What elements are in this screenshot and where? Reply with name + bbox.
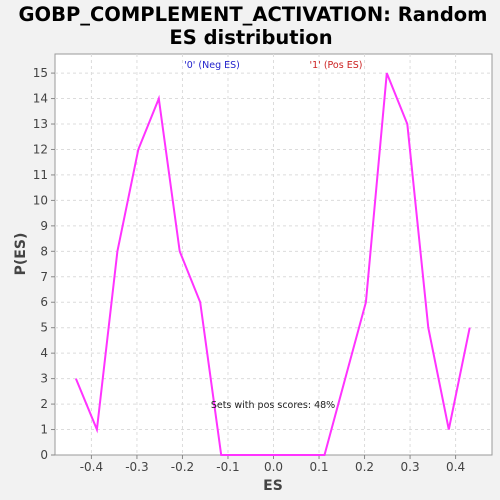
y-tick-label: 1 <box>40 423 48 437</box>
y-tick-label: 11 <box>33 168 48 182</box>
y-tick-label: 7 <box>40 270 48 284</box>
x-tick-label: -0.4 <box>80 460 103 474</box>
y-tick-label: 9 <box>40 219 48 233</box>
x-axis-label: ES <box>263 478 283 494</box>
pos-scores-annotation: Sets with pos scores: 48% <box>211 400 335 411</box>
series-group <box>74 72 471 456</box>
y-tick-label: 10 <box>33 193 48 207</box>
y-axis-label: P(ES) <box>13 233 29 276</box>
x-tick-label: 0.4 <box>446 460 465 474</box>
x-tick-label: -0.1 <box>216 460 239 474</box>
y-tick-label: 8 <box>40 244 48 258</box>
y-tick-label: 0 <box>40 448 48 462</box>
x-tick-label: 0.0 <box>264 460 283 474</box>
y-tick-label: 14 <box>33 92 48 106</box>
y-tick-label: 13 <box>33 117 48 131</box>
y-tick-label: 3 <box>40 372 48 386</box>
y-tick-label: 2 <box>40 397 48 411</box>
x-tick-label: -0.2 <box>171 460 194 474</box>
y-tick-label: 12 <box>33 142 48 156</box>
chart-title-line1: GOBP_COMPLEMENT_ACTIVATION: Random <box>19 3 488 26</box>
x-axis: -0.4 -0.3 -0.2 -0.1 0.0 0.1 0.2 0.3 0.4 <box>80 455 465 474</box>
x-tick-label: 0.3 <box>401 460 420 474</box>
y-tick-label: 6 <box>40 295 48 309</box>
series-line <box>74 72 471 456</box>
x-tick-label: 0.2 <box>355 460 374 474</box>
legend-pos-es: '1' (Pos ES) <box>310 60 363 71</box>
chart-title-line2: ES distribution <box>169 26 332 49</box>
legend-neg-es: '0' (Neg ES) <box>184 60 240 71</box>
x-tick-label: -0.3 <box>125 460 148 474</box>
y-tick-label: 15 <box>33 66 48 80</box>
x-tick-label: 0.1 <box>309 460 328 474</box>
y-tick-label: 4 <box>40 346 48 360</box>
y-tick-label: 5 <box>40 321 48 335</box>
